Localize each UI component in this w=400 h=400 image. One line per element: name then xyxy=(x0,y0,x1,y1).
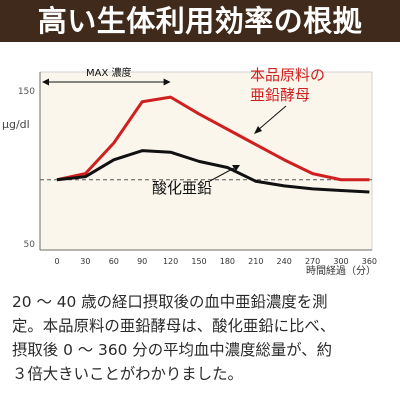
plot-area xyxy=(39,71,373,251)
black-label-pointer xyxy=(209,166,237,182)
caption-line: 摂取後 0 ～ 360 分の平均血中濃度総量が、約 xyxy=(12,341,333,359)
red-series-label-line2: 亜鉛酵母 xyxy=(250,86,310,104)
page-title: 高い生体利用効率の根拠 xyxy=(0,0,400,42)
x-tick-label: 240 xyxy=(277,257,292,266)
x-tick-label: 120 xyxy=(163,257,178,266)
x-tick-label: 210 xyxy=(248,257,263,266)
red-label-pointer-head xyxy=(254,126,262,134)
x-tick-label: 300 xyxy=(333,257,348,266)
red-series-label-line1: 本品原料の xyxy=(250,66,325,84)
red-label-pointer xyxy=(257,105,287,131)
x-tick-label: 30 xyxy=(80,257,90,266)
caption-line: 定。本品原料の亜鉛酵母は、酸化亜鉛に比べ、 xyxy=(12,317,336,335)
caption-line: ３倍大きいことがわかりました。 xyxy=(12,365,243,383)
x-tick-label: 150 xyxy=(191,257,206,266)
black-label-pointer-head xyxy=(232,165,240,171)
y-tick-label: 150 xyxy=(18,87,35,97)
max-arrow-right-head xyxy=(163,78,171,86)
x-tick-label: 0 xyxy=(54,257,59,266)
y-axis-label: μg/dl xyxy=(2,118,30,131)
zinc-yeast-series-line xyxy=(56,95,370,182)
x-tick-label: 60 xyxy=(109,257,119,266)
max-arrow-left-head xyxy=(42,78,49,86)
zinc-oxide-series-line xyxy=(56,149,370,194)
x-tick-label: 90 xyxy=(137,257,147,266)
caption: 20 ～ 40 歳の経口摂取後の血中亜鉛濃度を測 定。本品原料の亜鉛酵母は、酸化… xyxy=(12,290,394,386)
bioavailability-line-chart: 0 30 60 90 120 150 180 210 240 270 300 360 150 50 MAX… xyxy=(2,66,377,277)
black-series-label: 酸化亜鉛 xyxy=(152,179,212,197)
x-tick-label: 180 xyxy=(220,257,235,266)
x-tick-label: 270 xyxy=(305,257,320,266)
x-tick-label: 360 xyxy=(362,257,377,266)
max-concentration-label: MAX 濃度 xyxy=(86,66,132,79)
x-axis-label: 時間経過（分） xyxy=(306,264,376,277)
y-tick-label: 50 xyxy=(24,240,36,250)
caption-line: 20 ～ 40 歳の経口摂取後の血中亜鉛濃度を測 xyxy=(12,293,328,311)
